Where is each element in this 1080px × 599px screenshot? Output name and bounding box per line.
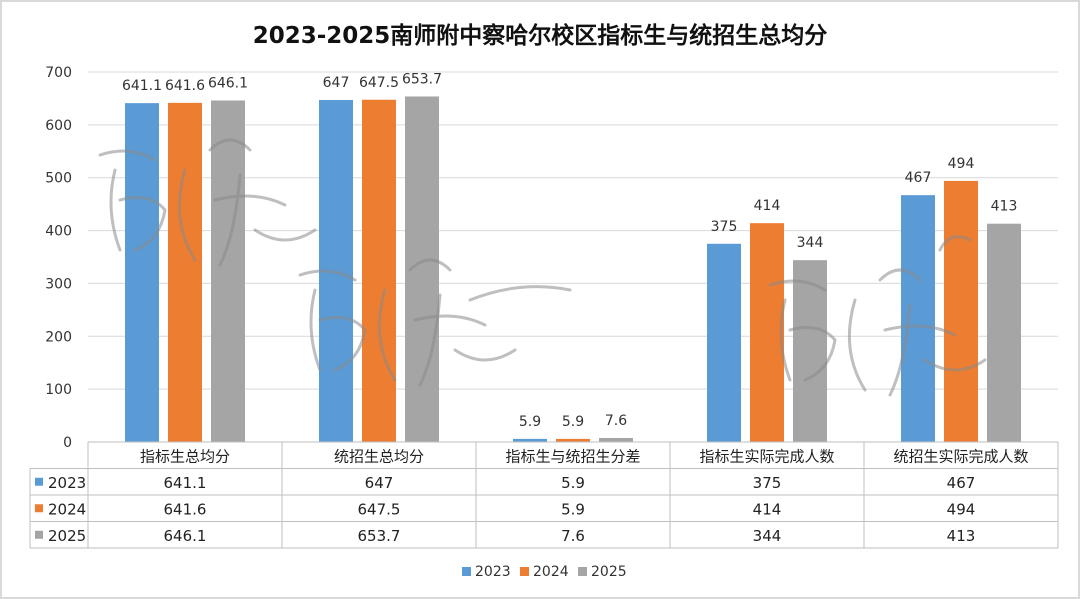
table-cell: 375 bbox=[753, 474, 782, 492]
category-label: 统招生总均分 bbox=[334, 447, 424, 465]
table-cell: 414 bbox=[753, 500, 782, 518]
bar bbox=[901, 195, 935, 442]
data-table: 指标生总均分 统招生总均分 指标生与统招生分差 指标生实际完成人数 统招生实际完成人数 2… bbox=[29, 441, 1059, 549]
category-label: 指标生实际完成人数 bbox=[699, 447, 834, 465]
table-series-name: 2023 bbox=[48, 474, 86, 492]
table-legend-key bbox=[35, 530, 43, 539]
data-label: 647.5 bbox=[359, 75, 399, 91]
y-tick-label: 700 bbox=[45, 65, 72, 81]
table-series-name: 2025 bbox=[48, 527, 86, 545]
y-axis: 0 100 200 300 400 500 600 700 bbox=[45, 65, 72, 451]
data-label: 413 bbox=[991, 199, 1018, 215]
y-tick-label: 400 bbox=[45, 224, 72, 240]
data-label: 646.1 bbox=[208, 75, 248, 91]
legend-swatch bbox=[462, 567, 471, 576]
bars bbox=[125, 96, 1021, 443]
bar bbox=[168, 102, 202, 443]
y-tick-label: 600 bbox=[45, 118, 72, 134]
data-label: 375 bbox=[711, 219, 738, 235]
data-label: 414 bbox=[754, 198, 781, 214]
table-cell: 5.9 bbox=[561, 474, 585, 492]
legend-label: 2023 bbox=[475, 564, 511, 580]
category-label: 指标生与统招生分差 bbox=[505, 447, 640, 465]
legend: 2023 2024 2025 bbox=[462, 564, 627, 580]
table-cell: 641.1 bbox=[164, 474, 207, 492]
bar bbox=[599, 437, 633, 442]
y-tick-label: 0 bbox=[63, 435, 72, 451]
bar bbox=[362, 99, 396, 442]
table-cell: 344 bbox=[753, 527, 782, 545]
data-label: 5.9 bbox=[519, 414, 541, 430]
bar bbox=[707, 243, 741, 442]
data-label: 7.6 bbox=[605, 413, 627, 429]
data-label: 494 bbox=[948, 156, 975, 172]
bar bbox=[556, 438, 590, 442]
table-cell: 647.5 bbox=[358, 500, 401, 518]
bar bbox=[211, 100, 245, 443]
category-label: 统招生实际完成人数 bbox=[893, 447, 1028, 465]
table-cell: 647 bbox=[365, 474, 394, 492]
bar bbox=[513, 438, 547, 442]
data-label: 5.9 bbox=[562, 414, 584, 430]
bar bbox=[987, 223, 1021, 442]
table-legend-key bbox=[35, 504, 43, 513]
table-cell: 413 bbox=[947, 527, 976, 545]
y-tick-label: 200 bbox=[45, 329, 72, 345]
data-label: 467 bbox=[905, 170, 932, 186]
legend-swatch bbox=[578, 567, 587, 576]
watermark bbox=[98, 138, 987, 397]
table-cell: 494 bbox=[947, 500, 976, 518]
y-tick-label: 500 bbox=[45, 171, 72, 187]
legend-label: 2024 bbox=[533, 564, 569, 580]
y-tick-label: 100 bbox=[45, 382, 72, 398]
data-labels: 641.1 641.6 646.1 647 647.5 653.7 5.9 5.9 7.6 375… bbox=[122, 71, 1017, 429]
data-label: 647 bbox=[323, 75, 350, 91]
bar bbox=[793, 260, 827, 442]
table-cell: 646.1 bbox=[164, 527, 207, 545]
table-series-name: 2024 bbox=[48, 500, 86, 518]
bar bbox=[750, 223, 784, 442]
table-cell: 467 bbox=[947, 474, 976, 492]
legend-swatch bbox=[520, 567, 529, 576]
table-legend-key bbox=[35, 477, 43, 486]
data-label: 653.7 bbox=[402, 71, 442, 87]
table-cell: 7.6 bbox=[561, 527, 585, 545]
data-label: 641.1 bbox=[122, 78, 162, 94]
data-label: 344 bbox=[797, 235, 824, 251]
legend-label: 2025 bbox=[591, 564, 627, 580]
table-cell: 5.9 bbox=[561, 500, 585, 518]
data-label: 641.6 bbox=[165, 78, 205, 94]
y-tick-label: 300 bbox=[45, 276, 72, 292]
category-label: 指标生总均分 bbox=[140, 447, 230, 465]
table-cell: 653.7 bbox=[358, 527, 401, 545]
table-cell: 641.6 bbox=[164, 500, 207, 518]
gridlines bbox=[88, 71, 1058, 443]
chart-title: 2023-2025南师附中察哈尔校区指标生与统招生总均分 bbox=[252, 23, 828, 49]
bar bbox=[944, 180, 978, 442]
